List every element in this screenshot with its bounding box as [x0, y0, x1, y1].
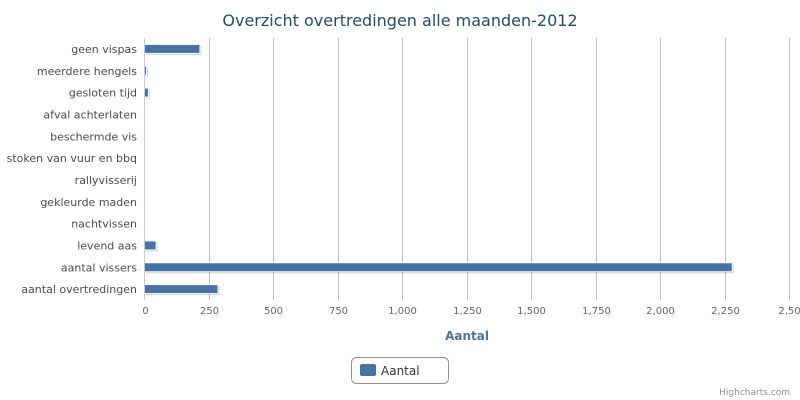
bar[interactable]: [144, 87, 149, 98]
x-tick-label: 1,250: [453, 306, 482, 317]
legend[interactable]: Aantal: [351, 357, 449, 384]
grid-lines: [209, 38, 790, 300]
x-axis-title: Aantal: [445, 329, 489, 343]
x-tick-label: 2,000: [646, 306, 675, 317]
x-tick-label: 250: [200, 306, 219, 317]
chart-title: Overzicht overtredingen alle maanden-201…: [222, 11, 577, 30]
category-label: gesloten tijd: [69, 87, 137, 100]
x-tick-labels: 0 250 500 750 1,000 1,250 1,500 1,750 2,000 2,250…: [142, 306, 800, 317]
x-tick-label: 2,250: [711, 306, 740, 317]
x-tick-label: 1,750: [582, 306, 611, 317]
category-label: levend aas: [77, 239, 137, 252]
x-tick-label: 500: [264, 306, 283, 317]
x-tick-label: 750: [329, 306, 348, 317]
category-label: meerdere hengels: [37, 65, 137, 78]
category-label: rallyvisserij: [75, 174, 137, 187]
legend-label: Aantal: [381, 364, 420, 378]
bar[interactable]: [144, 284, 219, 295]
category-label: geen vispas: [71, 43, 137, 56]
legend-swatch: [360, 364, 376, 376]
category-label: stoken van vuur en bbq: [7, 152, 137, 165]
bar[interactable]: [144, 262, 733, 273]
category-labels: geen vispas meerdere hengels gesloten tijd…: [7, 43, 138, 296]
x-tick-label: 2,50: [778, 306, 800, 317]
category-label: nachtvissen: [71, 218, 137, 231]
category-label: aantal vissers: [61, 261, 137, 274]
bar[interactable]: [144, 240, 157, 251]
category-label: beschermde vis: [50, 130, 137, 143]
category-label: aantal overtredingen: [21, 283, 137, 296]
x-tick-label: 0: [142, 306, 148, 317]
legend-box: [351, 357, 449, 384]
bar[interactable]: [144, 43, 201, 54]
credits-link[interactable]: Highcharts.com: [719, 388, 790, 398]
x-tick-label: 1,500: [517, 306, 546, 317]
category-label: gekleurde maden: [40, 196, 137, 209]
bars: [144, 43, 734, 296]
x-tick-label: 1,000: [388, 306, 417, 317]
category-label: afval achterlaten: [43, 108, 137, 121]
